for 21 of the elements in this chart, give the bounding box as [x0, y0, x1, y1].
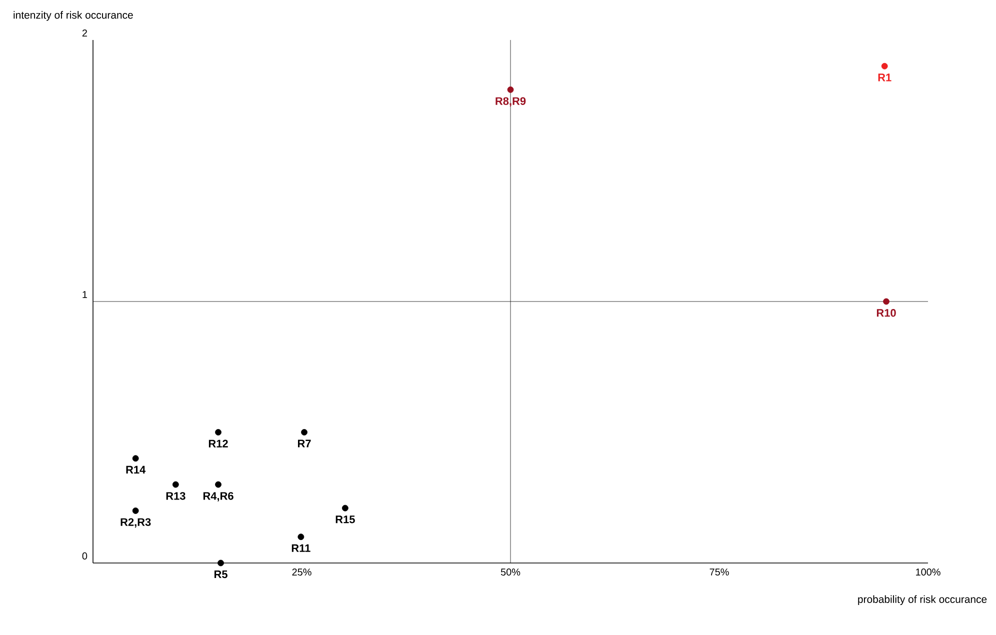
x-tick-label: 50%	[500, 568, 520, 576]
annotation: R14	[126, 466, 146, 474]
annotation: R13	[166, 492, 186, 500]
annotation: R5	[214, 570, 228, 578]
annotation: R7	[298, 440, 311, 448]
annotation: R1	[878, 74, 892, 82]
x-tick-label: 25%	[292, 568, 312, 576]
x-axis-title: probability of risk occurance	[858, 595, 987, 606]
annotation: R10	[876, 309, 896, 317]
x-tick-label: 100%	[916, 568, 940, 576]
x-tick-label: 75%	[710, 568, 729, 576]
annotation: R2,R3	[120, 518, 151, 528]
annotation: R4,R6	[203, 492, 234, 502]
annotation: R12	[208, 440, 228, 448]
y-axis-title: intenzity of risk occurance	[14, 11, 133, 21]
annotation: R11	[292, 544, 310, 552]
y-tick-label: 0	[82, 552, 88, 560]
y-tick-label: 2	[82, 30, 87, 36]
annotation: R15	[336, 516, 355, 524]
annotation: R8,R9	[496, 97, 526, 107]
y-tick-label: 1	[82, 291, 87, 298]
